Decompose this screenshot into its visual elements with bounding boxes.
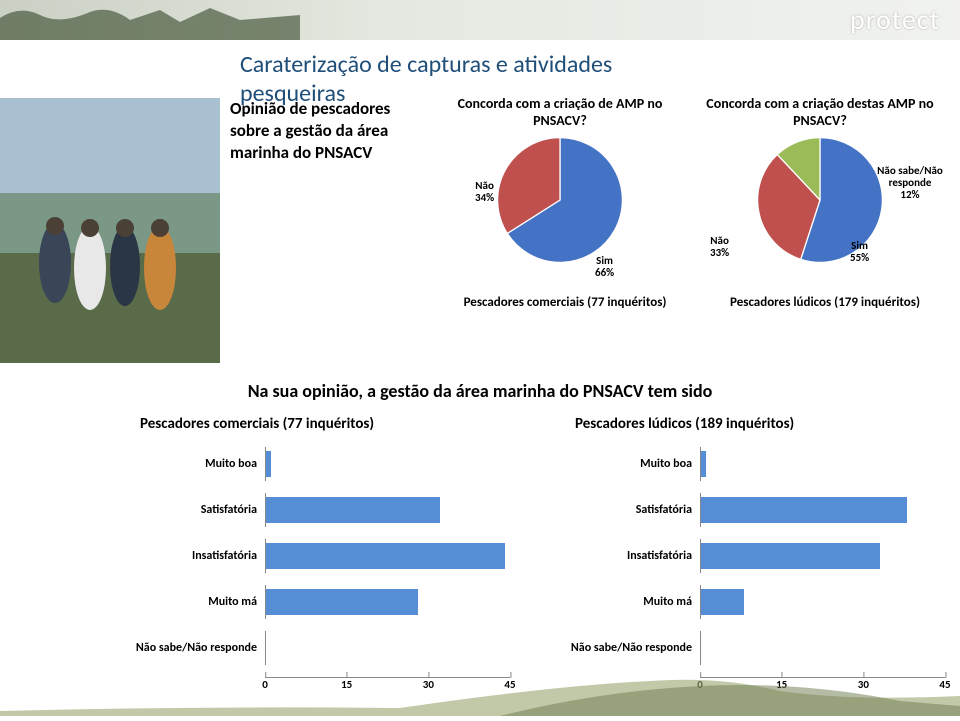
- bar-row: Satisfatória: [110, 493, 510, 527]
- bar-track: [700, 585, 945, 619]
- bar-category-label: Satisfatória: [545, 503, 700, 517]
- bar-fill: [266, 543, 505, 569]
- pie1-caption: Pescadores comerciais (77 inquéritos): [440, 295, 690, 310]
- pie-chart-comerciais: Concorda com a criação de AMP no PNSACV?…: [450, 95, 670, 285]
- bar-track: [265, 539, 510, 573]
- bar-category-label: Muito boa: [545, 457, 700, 471]
- bar-track: [265, 631, 510, 665]
- bar-left-title: Pescadores comerciais (77 inquéritos): [140, 415, 510, 433]
- bar-track: [700, 493, 945, 527]
- bar-row: Muito má: [545, 585, 945, 619]
- bar-row: Não sabe/Não responde: [110, 631, 510, 665]
- pie-slice-label: Sim66%: [595, 255, 614, 279]
- bar-category-label: Não sabe/Não responde: [110, 641, 265, 655]
- pie2-title: Concorda com a criação destas AMP no PNS…: [700, 95, 940, 129]
- bar-row: Insatisfatória: [545, 539, 945, 573]
- header-silhouette: [0, 0, 300, 40]
- side-photo: [0, 98, 220, 363]
- bar-category-label: Insatisfatória: [545, 549, 700, 563]
- bar-row: Insatisfatória: [110, 539, 510, 573]
- bar-fill: [266, 589, 418, 615]
- bar-row: Muito boa: [545, 447, 945, 481]
- bar-fill: [266, 451, 271, 477]
- pie1-title: Concorda com a criação de AMP no PNSACV?: [450, 95, 670, 129]
- bar-track: [265, 447, 510, 481]
- bar-fill: [701, 543, 880, 569]
- bar-chart-comerciais: Pescadores comerciais (77 inquéritos) Mu…: [110, 415, 510, 695]
- pie-slice-label: Não33%: [710, 235, 729, 259]
- bar-fill: [701, 451, 706, 477]
- bar-category-label: Não sabe/Não responde: [545, 641, 700, 655]
- bar-row: Muito má: [110, 585, 510, 619]
- bar-chart-ludicos: Pescadores lúdicos (189 inquéritos) Muit…: [545, 415, 945, 695]
- pie1-canvas: Sim66% Não34%: [450, 135, 670, 285]
- bar-track: [700, 539, 945, 573]
- bar-fill: [701, 589, 744, 615]
- pie-slice-label: Não sabe/Não responde12%: [875, 165, 945, 201]
- bar-category-label: Muito má: [545, 595, 700, 609]
- bar-category-label: Satisfatória: [110, 503, 265, 517]
- bar-row: Não sabe/Não responde: [545, 631, 945, 665]
- bar-row: Muito boa: [110, 447, 510, 481]
- header-bar: [0, 0, 960, 40]
- footer-terrain: [0, 666, 960, 716]
- bar-row: Satisfatória: [545, 493, 945, 527]
- pie-slice-label: Não34%: [475, 180, 494, 204]
- bar-fill: [701, 497, 907, 523]
- bar-category-label: Muito boa: [110, 457, 265, 471]
- bar-section-title: Na sua opinião, a gestão da área marinha…: [248, 380, 713, 402]
- bar-fill: [266, 497, 440, 523]
- pie2-canvas: Sim55%Não33%Não sabe/Não responde12%: [700, 135, 940, 285]
- bar-category-label: Muito má: [110, 595, 265, 609]
- pie-chart-ludicos: Concorda com a criação destas AMP no PNS…: [700, 95, 940, 285]
- pie2-caption: Pescadores lúdicos (179 inquéritos): [700, 295, 950, 310]
- bar-right-title: Pescadores lúdicos (189 inquéritos): [575, 415, 945, 433]
- bar-track: [265, 493, 510, 527]
- pie-slice-label: Sim55%: [850, 240, 869, 264]
- bar-category-label: Insatisfatória: [110, 549, 265, 563]
- intro-heading: Opinião de pescadores sobre a gestão da …: [230, 98, 430, 164]
- bar-track: [700, 631, 945, 665]
- logo: protect: [850, 2, 940, 37]
- bar-track: [700, 447, 945, 481]
- bar-track: [265, 585, 510, 619]
